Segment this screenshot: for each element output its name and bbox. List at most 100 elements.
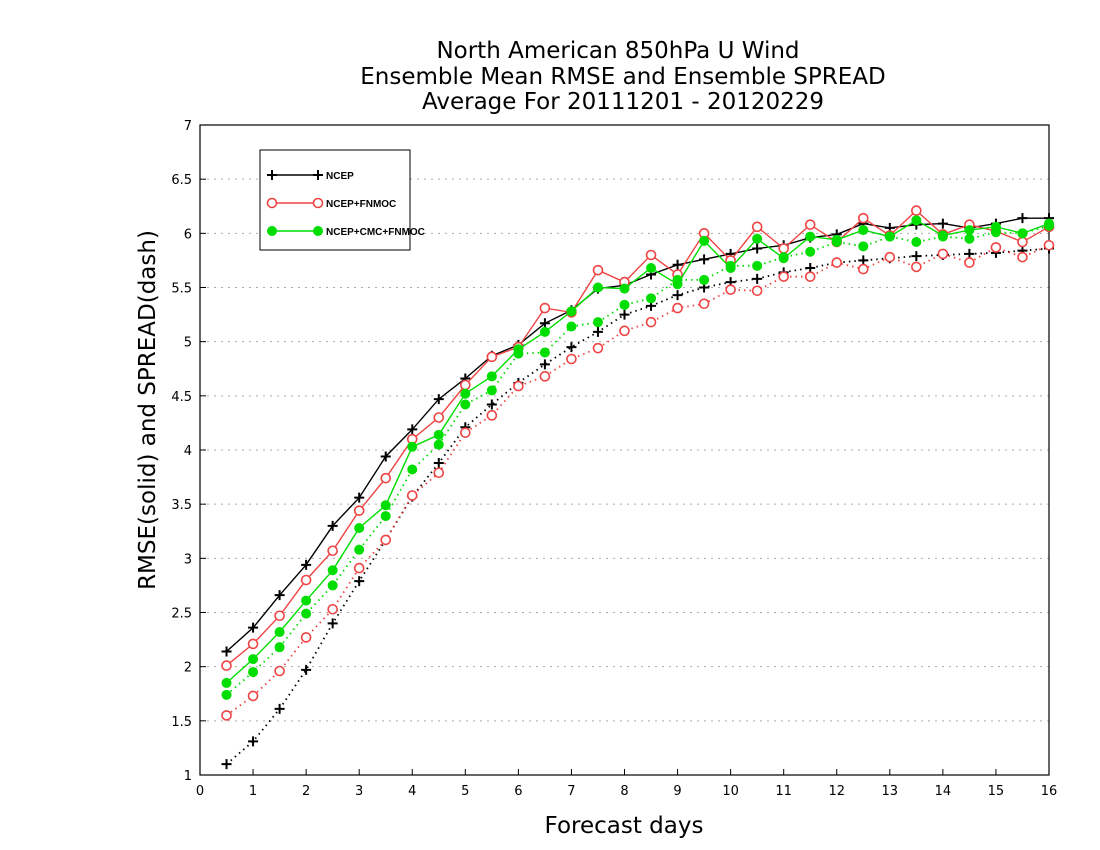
data-point — [274, 665, 285, 677]
data-point — [221, 710, 232, 721]
legend-marker — [313, 170, 323, 180]
data-point — [911, 205, 922, 216]
data-point — [672, 259, 683, 270]
data-point — [911, 237, 922, 247]
data-point — [592, 342, 604, 354]
series-ncep-cmc-fnmoc-rmse-line — [226, 219, 1050, 684]
data-point — [406, 490, 418, 501]
data-point — [354, 523, 365, 533]
y-tick-label: 6.5 — [171, 173, 192, 188]
data-point — [699, 235, 710, 246]
data-point — [539, 347, 550, 358]
data-point — [300, 574, 312, 586]
x-tick-label: 6 — [514, 784, 522, 799]
data-point — [752, 273, 763, 284]
data-point — [486, 399, 497, 410]
data-point — [698, 298, 710, 310]
data-point — [804, 271, 816, 282]
data-point — [353, 505, 365, 516]
data-point — [274, 610, 285, 622]
data-point — [433, 467, 445, 479]
data-point — [1017, 213, 1028, 224]
legend-label: NCEP — [326, 171, 354, 182]
data-point — [354, 576, 365, 587]
data-point — [380, 472, 392, 484]
y-tick-label: 4.5 — [171, 390, 192, 405]
data-point — [566, 306, 577, 317]
data-point — [672, 274, 683, 285]
data-point — [699, 254, 710, 265]
data-point — [221, 677, 232, 688]
x-tick-label: 10 — [722, 784, 739, 799]
chart-title-line-3: Average For 20111201 - 20120229 — [422, 89, 824, 115]
data-point — [380, 534, 392, 546]
data-point — [937, 248, 949, 260]
data-point — [592, 317, 603, 328]
data-point — [460, 427, 471, 438]
data-point — [990, 242, 1002, 253]
data-point — [937, 218, 948, 229]
data-point — [1017, 251, 1028, 263]
data-point — [301, 559, 312, 570]
data-point — [327, 565, 338, 576]
data-point — [937, 231, 948, 242]
data-point — [805, 263, 816, 273]
data-point — [1043, 239, 1055, 251]
series-ncep-fnmoc-rmse-line — [226, 209, 1050, 667]
data-point — [354, 544, 365, 555]
data-point — [778, 252, 789, 263]
y-tick-label: 2 — [184, 661, 192, 676]
data-point — [592, 326, 603, 337]
legend-marker — [267, 170, 277, 180]
y-tick-label: 2.5 — [171, 607, 192, 622]
data-point — [301, 595, 312, 606]
data-point — [725, 284, 736, 295]
data-point — [646, 293, 657, 304]
data-point — [566, 321, 577, 332]
data-series — [221, 205, 1055, 770]
x-tick-label: 4 — [408, 784, 416, 799]
data-point — [964, 248, 975, 259]
gridlines — [200, 178, 1049, 722]
data-point — [752, 243, 763, 254]
data-point — [248, 667, 259, 678]
y-tick-label: 5 — [184, 336, 192, 351]
data-point — [1017, 236, 1028, 248]
legend: NCEP NCEP+FNMOC NCEP+CMC+FNMOC — [259, 149, 425, 251]
y-tick-label: 6 — [184, 227, 192, 242]
data-point — [327, 545, 338, 557]
data-point — [1044, 220, 1054, 231]
y-axis-label: RMSE(solid) and SPREAD(dash) — [135, 230, 161, 590]
legend-box — [259, 149, 411, 251]
data-point — [221, 689, 232, 700]
y-tick-label: 1.5 — [171, 715, 192, 730]
x-tick-label: 5 — [461, 784, 469, 799]
data-point — [884, 231, 895, 242]
data-point — [857, 263, 869, 275]
data-point — [831, 257, 843, 268]
x-tick-label: 0 — [196, 784, 204, 799]
data-point — [247, 690, 259, 702]
x-tick-label: 11 — [775, 784, 792, 799]
data-point — [248, 654, 259, 665]
data-point — [327, 603, 338, 615]
data-point — [778, 243, 789, 254]
data-point — [539, 318, 550, 329]
data-point — [884, 251, 896, 263]
data-point — [990, 227, 1001, 238]
chart-title-line-1: North American 850hPa U Wind — [436, 38, 799, 64]
data-point — [433, 394, 444, 405]
data-point — [539, 371, 551, 382]
x-tick-label: 16 — [1041, 784, 1058, 799]
data-point — [964, 257, 975, 268]
data-point — [327, 520, 338, 531]
data-point — [221, 759, 232, 770]
x-tick-label: 15 — [988, 784, 1005, 799]
data-point — [513, 348, 524, 359]
data-point — [751, 221, 763, 233]
data-point — [566, 353, 577, 365]
data-point — [380, 451, 391, 462]
data-point — [353, 562, 365, 574]
data-point — [433, 439, 444, 450]
data-point — [725, 260, 736, 271]
